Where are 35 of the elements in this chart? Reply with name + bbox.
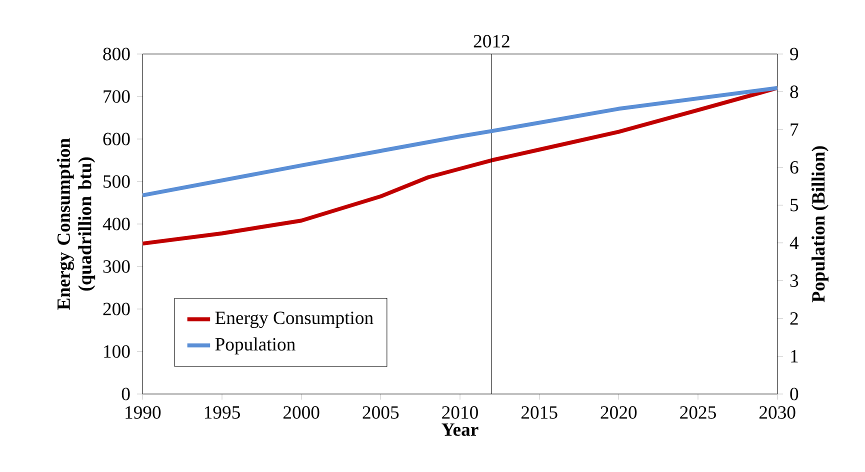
y-tick-label: 500	[104, 175, 130, 188]
y-tick-label: 800	[103, 48, 130, 60]
y2-tick-label: 9	[790, 48, 798, 60]
line-series	[140, 86, 780, 198]
y2-tick-label: 8	[790, 85, 798, 98]
y2-tick-label: 1	[791, 350, 798, 362]
x-tick-label: 2000	[283, 406, 320, 419]
x-tick-label: 2020	[600, 406, 637, 419]
y-tick-label: 0	[122, 388, 130, 400]
x-axis-title: Year	[442, 423, 478, 436]
y2-tick-label: 0	[790, 388, 798, 400]
y2-axis-title: Population (Billion)	[812, 146, 828, 302]
y2-tick-label: 6	[790, 161, 798, 174]
y2-tick-label: 7	[790, 123, 798, 136]
y2-tick-label: 5	[790, 198, 798, 212]
x-tick-label: 2030	[759, 406, 796, 419]
ref-line-label: 2012	[474, 34, 510, 48]
x-tick-label: 2015	[521, 406, 558, 419]
legend-label: Energy Consumption	[215, 312, 374, 328]
x-tick-label: 2010	[442, 406, 478, 419]
y-tick-label: 200	[103, 302, 130, 316]
x-tick-label: 1990	[126, 406, 161, 419]
y-tick-label: 600	[103, 132, 130, 146]
y-tick-label: 700	[104, 90, 130, 103]
y-axis-title: Energy Consumption (quadrillion btu)	[56, 138, 96, 310]
x-tick-label: 2005	[362, 406, 399, 419]
y-tick-label: 400	[102, 218, 130, 230]
y-tick-label: 300	[103, 260, 130, 273]
x-tick-label: 2025	[680, 406, 716, 419]
x-tick-label: 1995	[204, 406, 240, 419]
y2-tick-label: 2	[790, 312, 798, 325]
y-tick-label: 100	[104, 345, 130, 358]
y2-tick-label: 3	[790, 274, 798, 287]
y2-tick-label: 4	[790, 236, 799, 250]
legend-label: Population	[215, 337, 296, 354]
